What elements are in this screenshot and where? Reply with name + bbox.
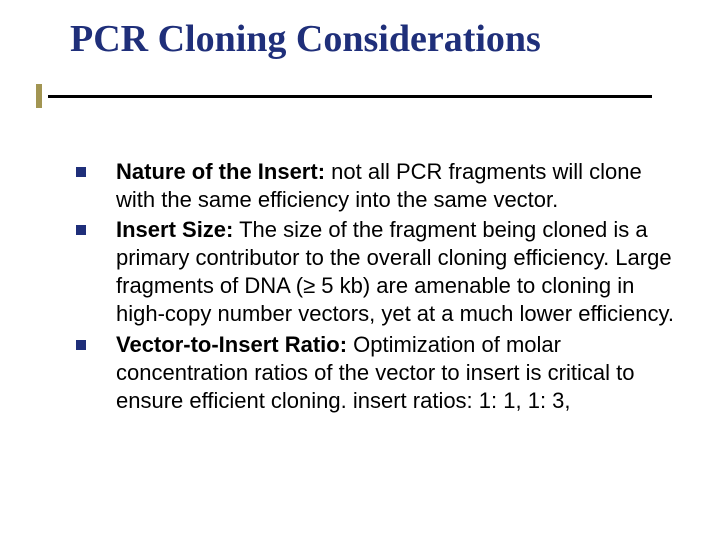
list-item: Vector-to-Insert Ratio: Optimization of … xyxy=(76,331,680,415)
bullet-lead: Nature of the Insert: xyxy=(116,159,325,184)
square-bullet-icon xyxy=(76,167,86,177)
title-divider xyxy=(70,90,680,110)
square-bullet-icon xyxy=(76,225,86,235)
bullet-list: Nature of the Insert: not all PCR fragme… xyxy=(70,158,680,415)
divider-tick-icon xyxy=(36,84,42,108)
list-item: Nature of the Insert: not all PCR fragme… xyxy=(76,158,680,214)
divider-rule xyxy=(48,95,652,98)
list-item: Insert Size: The size of the fragment be… xyxy=(76,216,680,329)
bullet-lead: Vector-to-Insert Ratio: xyxy=(116,332,347,357)
slide: PCR Cloning Considerations Nature of the… xyxy=(0,0,720,540)
bullet-lead: Insert Size: xyxy=(116,217,233,242)
square-bullet-icon xyxy=(76,340,86,350)
slide-title: PCR Cloning Considerations xyxy=(70,18,680,62)
